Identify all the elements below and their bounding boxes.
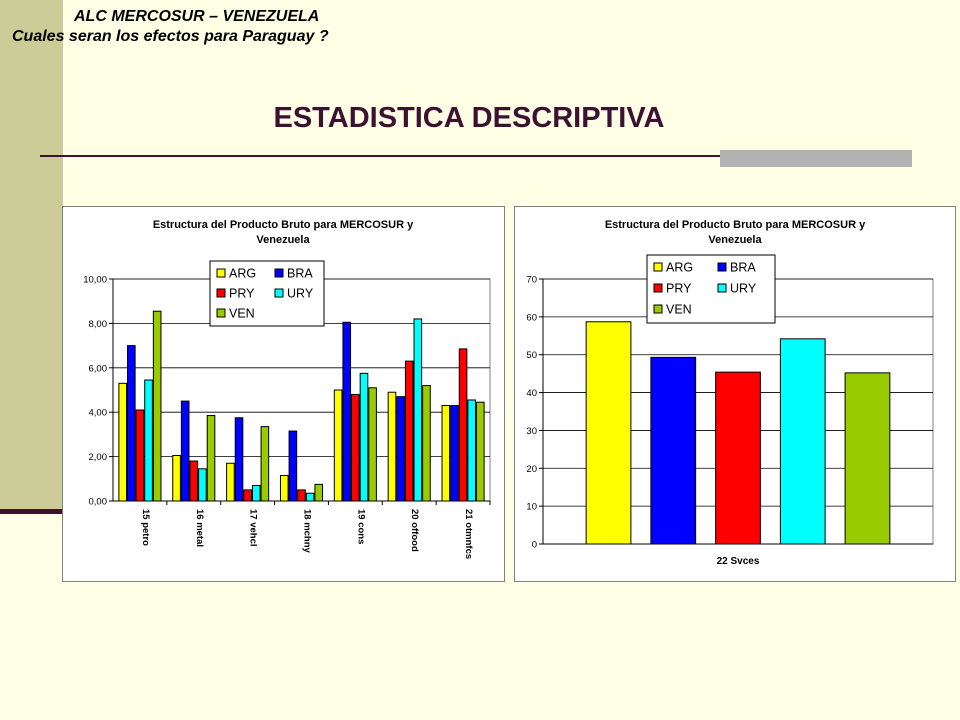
left-sidebar-band (0, 0, 63, 512)
chart2-bar-ury (779, 338, 826, 545)
chart2-y-tick-label: 70 (526, 275, 537, 286)
chart1-x-tick-label: 15 petro (140, 509, 151, 546)
chart1-bar-pry (458, 348, 468, 502)
chart2-legend-label-pry: PRY (666, 282, 692, 296)
chart1-bar-ury (467, 399, 476, 502)
chart2-bar-ven (844, 372, 891, 545)
chart-sector-structure: Estructura del Producto Bruto para MERCO… (62, 206, 505, 582)
chart1-bar-ven (368, 387, 377, 502)
chart2-legend-swatch-pry (653, 283, 663, 293)
chart1-title-line: Estructura del Producto Bruto para MERCO… (153, 219, 414, 231)
chart1-bar-arg (118, 382, 128, 502)
chart1-x-tick-label: 18 mchny (302, 509, 313, 554)
chart2-legend-box (646, 254, 776, 324)
chart1-x-tick-label: 21 otmnfcs (463, 509, 474, 559)
chart2-x-tick-label: 22 Svces (717, 556, 760, 567)
chart1-bar-ven (206, 415, 216, 502)
chart1-legend-label-arg: ARG (229, 267, 256, 281)
chart2-bar-arg (585, 321, 632, 545)
chart1-title-line: Venezuela (256, 234, 310, 246)
chart1-x-tick-label: 17 vehcl (248, 509, 259, 547)
chart1-bar-pry (135, 409, 145, 502)
chart-services-structure: Estructura del Producto Bruto para MERCO… (514, 206, 956, 582)
chart1-legend-label-ury: URY (287, 287, 314, 301)
chart1-bar-ven (314, 483, 324, 502)
chart1-bar-pry (243, 489, 252, 502)
title-accent-bar (720, 150, 912, 167)
chart1-legend-swatch-bra (274, 268, 284, 278)
chart2-y-tick-label: 0 (532, 540, 537, 551)
chart1-legend-swatch-pry (216, 288, 226, 298)
chart1-x-tick-label: 16 metal (194, 509, 205, 547)
chart1-bar-ury (251, 484, 261, 502)
chart1-bar-arg (226, 462, 235, 502)
chart1-bar-ven (422, 385, 431, 502)
chart2-bar-pry (715, 371, 761, 545)
chart2-legend-swatch-ven (653, 304, 663, 314)
chart1-bar-ury (144, 379, 153, 502)
chart1-legend-label-ven: VEN (229, 307, 255, 321)
chart2-legend-swatch-arg (653, 262, 663, 272)
chart1-legend-swatch-ury (274, 288, 284, 298)
chart1-bar-ury (305, 492, 315, 502)
chart2-legend-label-arg: ARG (666, 261, 693, 275)
chart1-y-tick-label: 6,00 (89, 363, 108, 374)
chart1-x-tick-label: 20 offood (409, 509, 420, 552)
chart1-legend-box (209, 260, 325, 327)
chart2-y-tick-label: 10 (526, 502, 537, 513)
slide-title: ESTADISTICA DESCRIPTIVA (273, 102, 665, 134)
chart1-bar-arg (333, 389, 343, 502)
chart1-bar-pry (189, 460, 199, 502)
chart2-y-tick-label: 50 (526, 350, 537, 361)
chart1-bar-pry (351, 393, 360, 502)
chart1-bar-bra (180, 400, 190, 502)
chart2-legend-swatch-ury (717, 283, 727, 293)
chart1-bar-arg (279, 474, 289, 502)
header-line-1: ALC MERCOSUR – VENEZUELA (74, 8, 320, 25)
chart1-bar-arg (172, 454, 181, 502)
chart2-bar-bra (650, 356, 697, 545)
chart1-legend-swatch-arg (216, 268, 226, 278)
chart2-legend-swatch-bra (717, 262, 727, 272)
chart1-bar-bra (234, 417, 244, 502)
chart1-bar-pry (404, 360, 414, 502)
chart1-bar-ven (260, 426, 270, 502)
chart1-bar-pry (297, 489, 306, 502)
chart1-bar-ury (198, 468, 207, 502)
chart2-title-line: Estructura del Producto Bruto para MERCO… (605, 219, 866, 231)
chart1-bar-ury (359, 372, 369, 502)
chart1-bar-arg (387, 391, 397, 502)
chart2-y-tick-label: 40 (526, 388, 537, 399)
chart1-bar-bra (396, 396, 405, 502)
chart1-legend-swatch-ven (216, 308, 226, 318)
chart1-bar-ven (475, 401, 485, 502)
chart1-y-tick-label: 8,00 (89, 319, 108, 330)
chart2-title-line: Venezuela (708, 234, 762, 246)
chart1-bar-ven (152, 310, 162, 502)
title-rule (40, 155, 912, 157)
chart-services-structure-svg: Estructura del Producto Bruto para MERCO… (526, 219, 934, 567)
chart1-bar-arg (441, 405, 451, 502)
chart1-x-tick-label: 19 cons (355, 509, 366, 544)
chart2-y-tick-label: 20 (526, 464, 537, 475)
chart1-legend-label-bra: BRA (287, 267, 313, 281)
header-line-2: Cuales seran los efectos para Paraguay ? (12, 28, 329, 45)
chart1-legend-label-pry: PRY (229, 287, 255, 301)
chart1-y-tick-label: 4,00 (89, 408, 108, 419)
chart2-y-tick-label: 30 (526, 426, 537, 437)
chart1-bar-ury (413, 318, 423, 502)
chart1-bar-bra (342, 321, 352, 502)
chart2-legend-label-ven: VEN (666, 303, 692, 317)
chart1-y-tick-label: 0,00 (89, 497, 108, 508)
chart1-bar-bra (288, 430, 298, 502)
chart1-bar-bra (127, 345, 136, 502)
chart-sector-structure-svg: Estructura del Producto Bruto para MERCO… (83, 219, 491, 559)
chart1-bar-bra (450, 405, 459, 502)
chart2-y-tick-label: 60 (526, 312, 537, 323)
chart1-y-tick-label: 2,00 (89, 452, 108, 463)
chart2-legend-label-ury: URY (730, 282, 757, 296)
chart2-legend-label-bra: BRA (730, 261, 756, 275)
chart1-y-tick-label: 10,00 (83, 275, 107, 286)
sidebar-bottom-rule (0, 509, 63, 514)
